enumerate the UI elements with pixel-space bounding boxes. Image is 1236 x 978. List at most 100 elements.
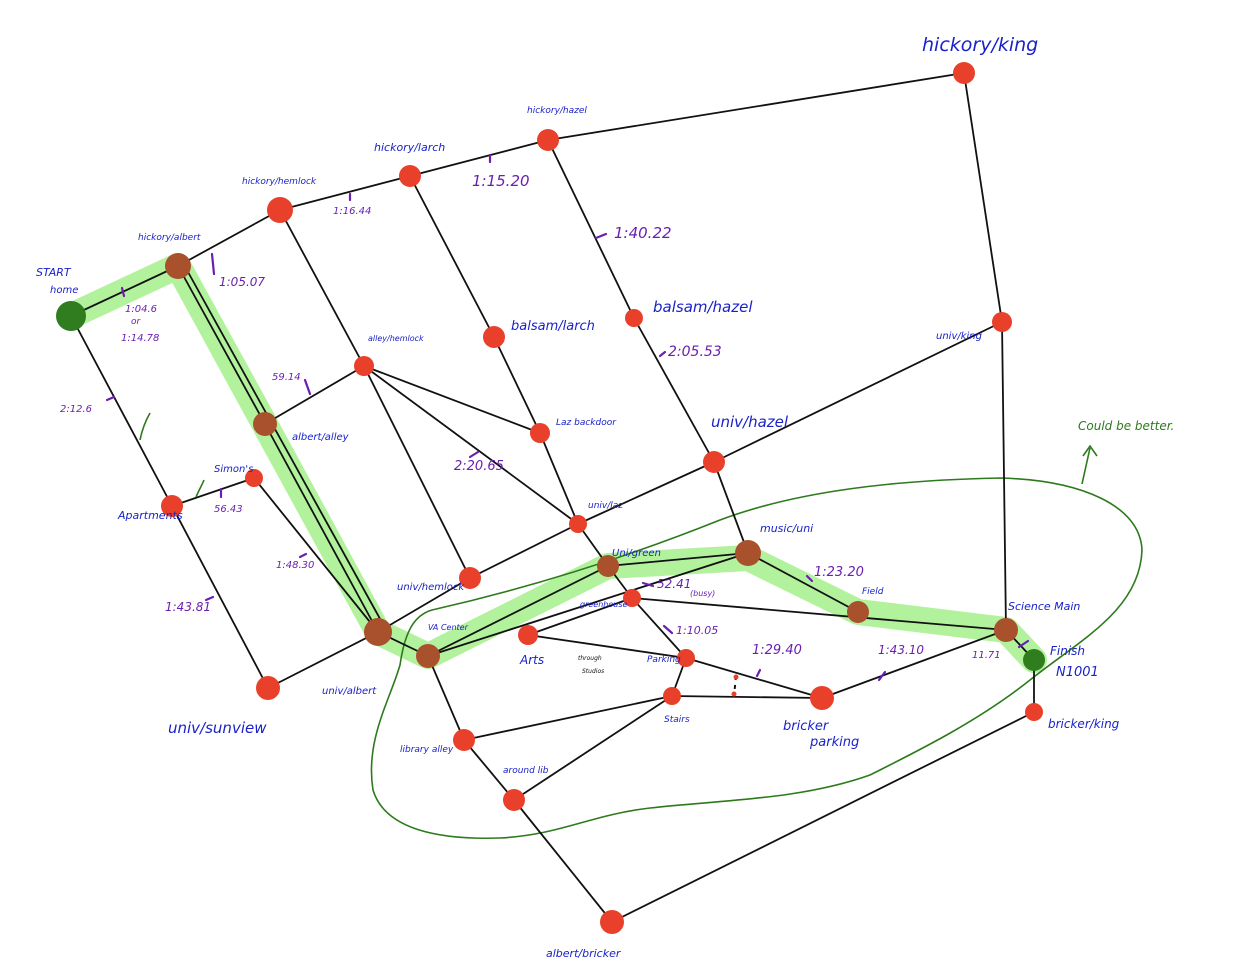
nodes — [56, 62, 1045, 934]
label-laz-backdoor: Laz backdoor — [556, 418, 617, 428]
node-dashed-junction-top — [733, 674, 739, 680]
label-hickory-hazel: hickory/hazel — [527, 106, 587, 116]
edges — [70, 72, 1035, 923]
note-could-be-better: Could be better. — [1078, 419, 1174, 433]
label-music-uni: music/uni — [760, 522, 813, 535]
node-hickory-king — [953, 62, 975, 84]
label-n1001: N1001 — [1056, 665, 1099, 680]
label-univ-king: univ/king — [936, 331, 982, 342]
node-uni-green — [597, 555, 619, 577]
time-apartments-sunview: 1:43.81 — [165, 600, 211, 614]
label-hickory-larch: hickory/larch — [374, 141, 445, 154]
label-science-main: Science Main — [1008, 600, 1080, 613]
time-larch-hazel: 1:15.20 — [472, 172, 530, 190]
label-hickory-hemlock: hickory/hemlock — [242, 177, 317, 187]
label-field: Field — [862, 587, 884, 597]
label-uni-green: Uni/green — [612, 548, 661, 559]
time-labels: 1:04.6 or 1:14.78 1:05.07 1:16.44 1:15.2… — [60, 172, 1001, 661]
node-music-uni — [735, 540, 761, 566]
label-parking: Parking — [647, 655, 681, 665]
time-home-hickory-2: 1:14.78 — [121, 333, 159, 344]
label-arts: Arts — [519, 653, 544, 667]
node-balsam-larch — [483, 326, 505, 348]
label-va-center: VA Center — [428, 623, 469, 632]
label-library-alley: library alley — [400, 745, 454, 755]
node-laz-backdoor — [530, 423, 550, 443]
label-albert-bricker: albert/bricker — [546, 947, 622, 960]
label-bricker-parking-2: parking — [809, 735, 859, 750]
note-through-studio-1: through — [578, 655, 602, 662]
node-stairs — [663, 687, 681, 705]
time-bricker-science: 1:43.10 — [878, 643, 924, 657]
node-hickory-albert — [165, 253, 191, 279]
node-albert-bricker — [600, 910, 624, 934]
node-hickory-hazel — [537, 129, 559, 151]
time-greenhouse-parking: 1:10.05 — [676, 624, 718, 637]
node-hickory-hemlock — [267, 197, 293, 223]
node-library-alley — [453, 729, 475, 751]
node-alley-hemlock — [354, 356, 374, 376]
node-parking — [677, 649, 695, 667]
note-through-studio-2: Studios — [582, 668, 604, 675]
label-hickory-king: hickory/king — [922, 34, 1038, 56]
label-bricker-parking-1: bricker — [783, 719, 830, 734]
time-alley-laz: 2:20.65 — [454, 459, 504, 474]
node-dashed-junction-bottom — [731, 691, 737, 697]
label-univ-albert: univ/albert — [322, 686, 377, 697]
node-hickory-larch — [399, 165, 421, 187]
node-home — [56, 301, 86, 331]
time-science-finish: 11.71 — [972, 650, 1001, 661]
node-greenhouse — [623, 589, 641, 607]
label-apartments: Apartments — [117, 509, 183, 522]
tick-marks — [105, 153, 1030, 682]
time-balsam-univ-hazel: 2:05.53 — [668, 344, 722, 360]
node-bricker-king — [1025, 703, 1043, 721]
label-balsam-hazel: balsam/hazel — [653, 298, 753, 316]
time-home-apartments: 2:12.6 — [60, 404, 92, 415]
time-home-hickory-or: or — [131, 317, 142, 327]
node-univ-king — [992, 312, 1012, 332]
alternative-route-loop — [370, 444, 1143, 840]
node-univ-hazel — [703, 451, 725, 473]
label-hickory-albert: hickory/albert — [138, 233, 201, 243]
node-albert-alley — [253, 412, 277, 436]
time-music-field: 1:23.20 — [814, 565, 864, 580]
label-greenhouse: greenhouse — [580, 600, 627, 609]
node-simons — [245, 469, 263, 487]
node-univ-laz — [569, 515, 587, 533]
time-parking-bricker: 1:29.40 — [752, 643, 802, 658]
node-apartments — [161, 495, 183, 517]
time-albert-alley: 59.14 — [272, 372, 301, 383]
label-bricker-king: bricker/king — [1048, 717, 1120, 731]
label-alley-hemlock: alley/hemlock — [368, 334, 424, 343]
label-home: home — [50, 285, 78, 296]
time-hazel-balsam: 1:40.22 — [614, 224, 672, 242]
node-va-center — [416, 644, 440, 668]
time-home-hickory-1: 1:04.6 — [125, 304, 157, 315]
label-univ-sunview: univ/sunview — [168, 719, 267, 737]
node-labels: START home hickory/albert hickory/hemloc… — [36, 34, 1120, 960]
label-around-lib: around lib — [503, 766, 549, 776]
node-univ-hemlock — [459, 567, 481, 589]
node-field — [847, 601, 869, 623]
node-univ-albert — [364, 618, 392, 646]
label-univ-laz: univ/laz — [588, 501, 623, 511]
label-albert-alley: albert/alley — [292, 432, 350, 443]
node-arts — [518, 625, 538, 645]
time-apartments-simons: 56.43 — [214, 504, 243, 515]
time-simons-univ-albert: 1:48.30 — [276, 560, 314, 571]
label-univ-hemlock: univ/hemlock — [397, 582, 465, 593]
label-simons: Simon's — [214, 464, 253, 475]
time-uni-green-greenhouse: 52.41 — [657, 577, 691, 591]
label-finish: Finish — [1050, 644, 1085, 658]
node-science-main — [994, 618, 1018, 642]
time-uni-green-greenhouse-note: (busy) — [690, 589, 715, 598]
node-around-lib — [503, 789, 525, 811]
time-hemlock-larch: 1:16.44 — [333, 206, 371, 217]
node-bricker-parking — [810, 686, 834, 710]
node-finish — [1023, 649, 1045, 671]
label-balsam-larch: balsam/larch — [511, 319, 595, 334]
time-hickory-albert-hemlock: 1:05.07 — [219, 275, 265, 289]
label-univ-hazel: univ/hazel — [711, 413, 789, 431]
